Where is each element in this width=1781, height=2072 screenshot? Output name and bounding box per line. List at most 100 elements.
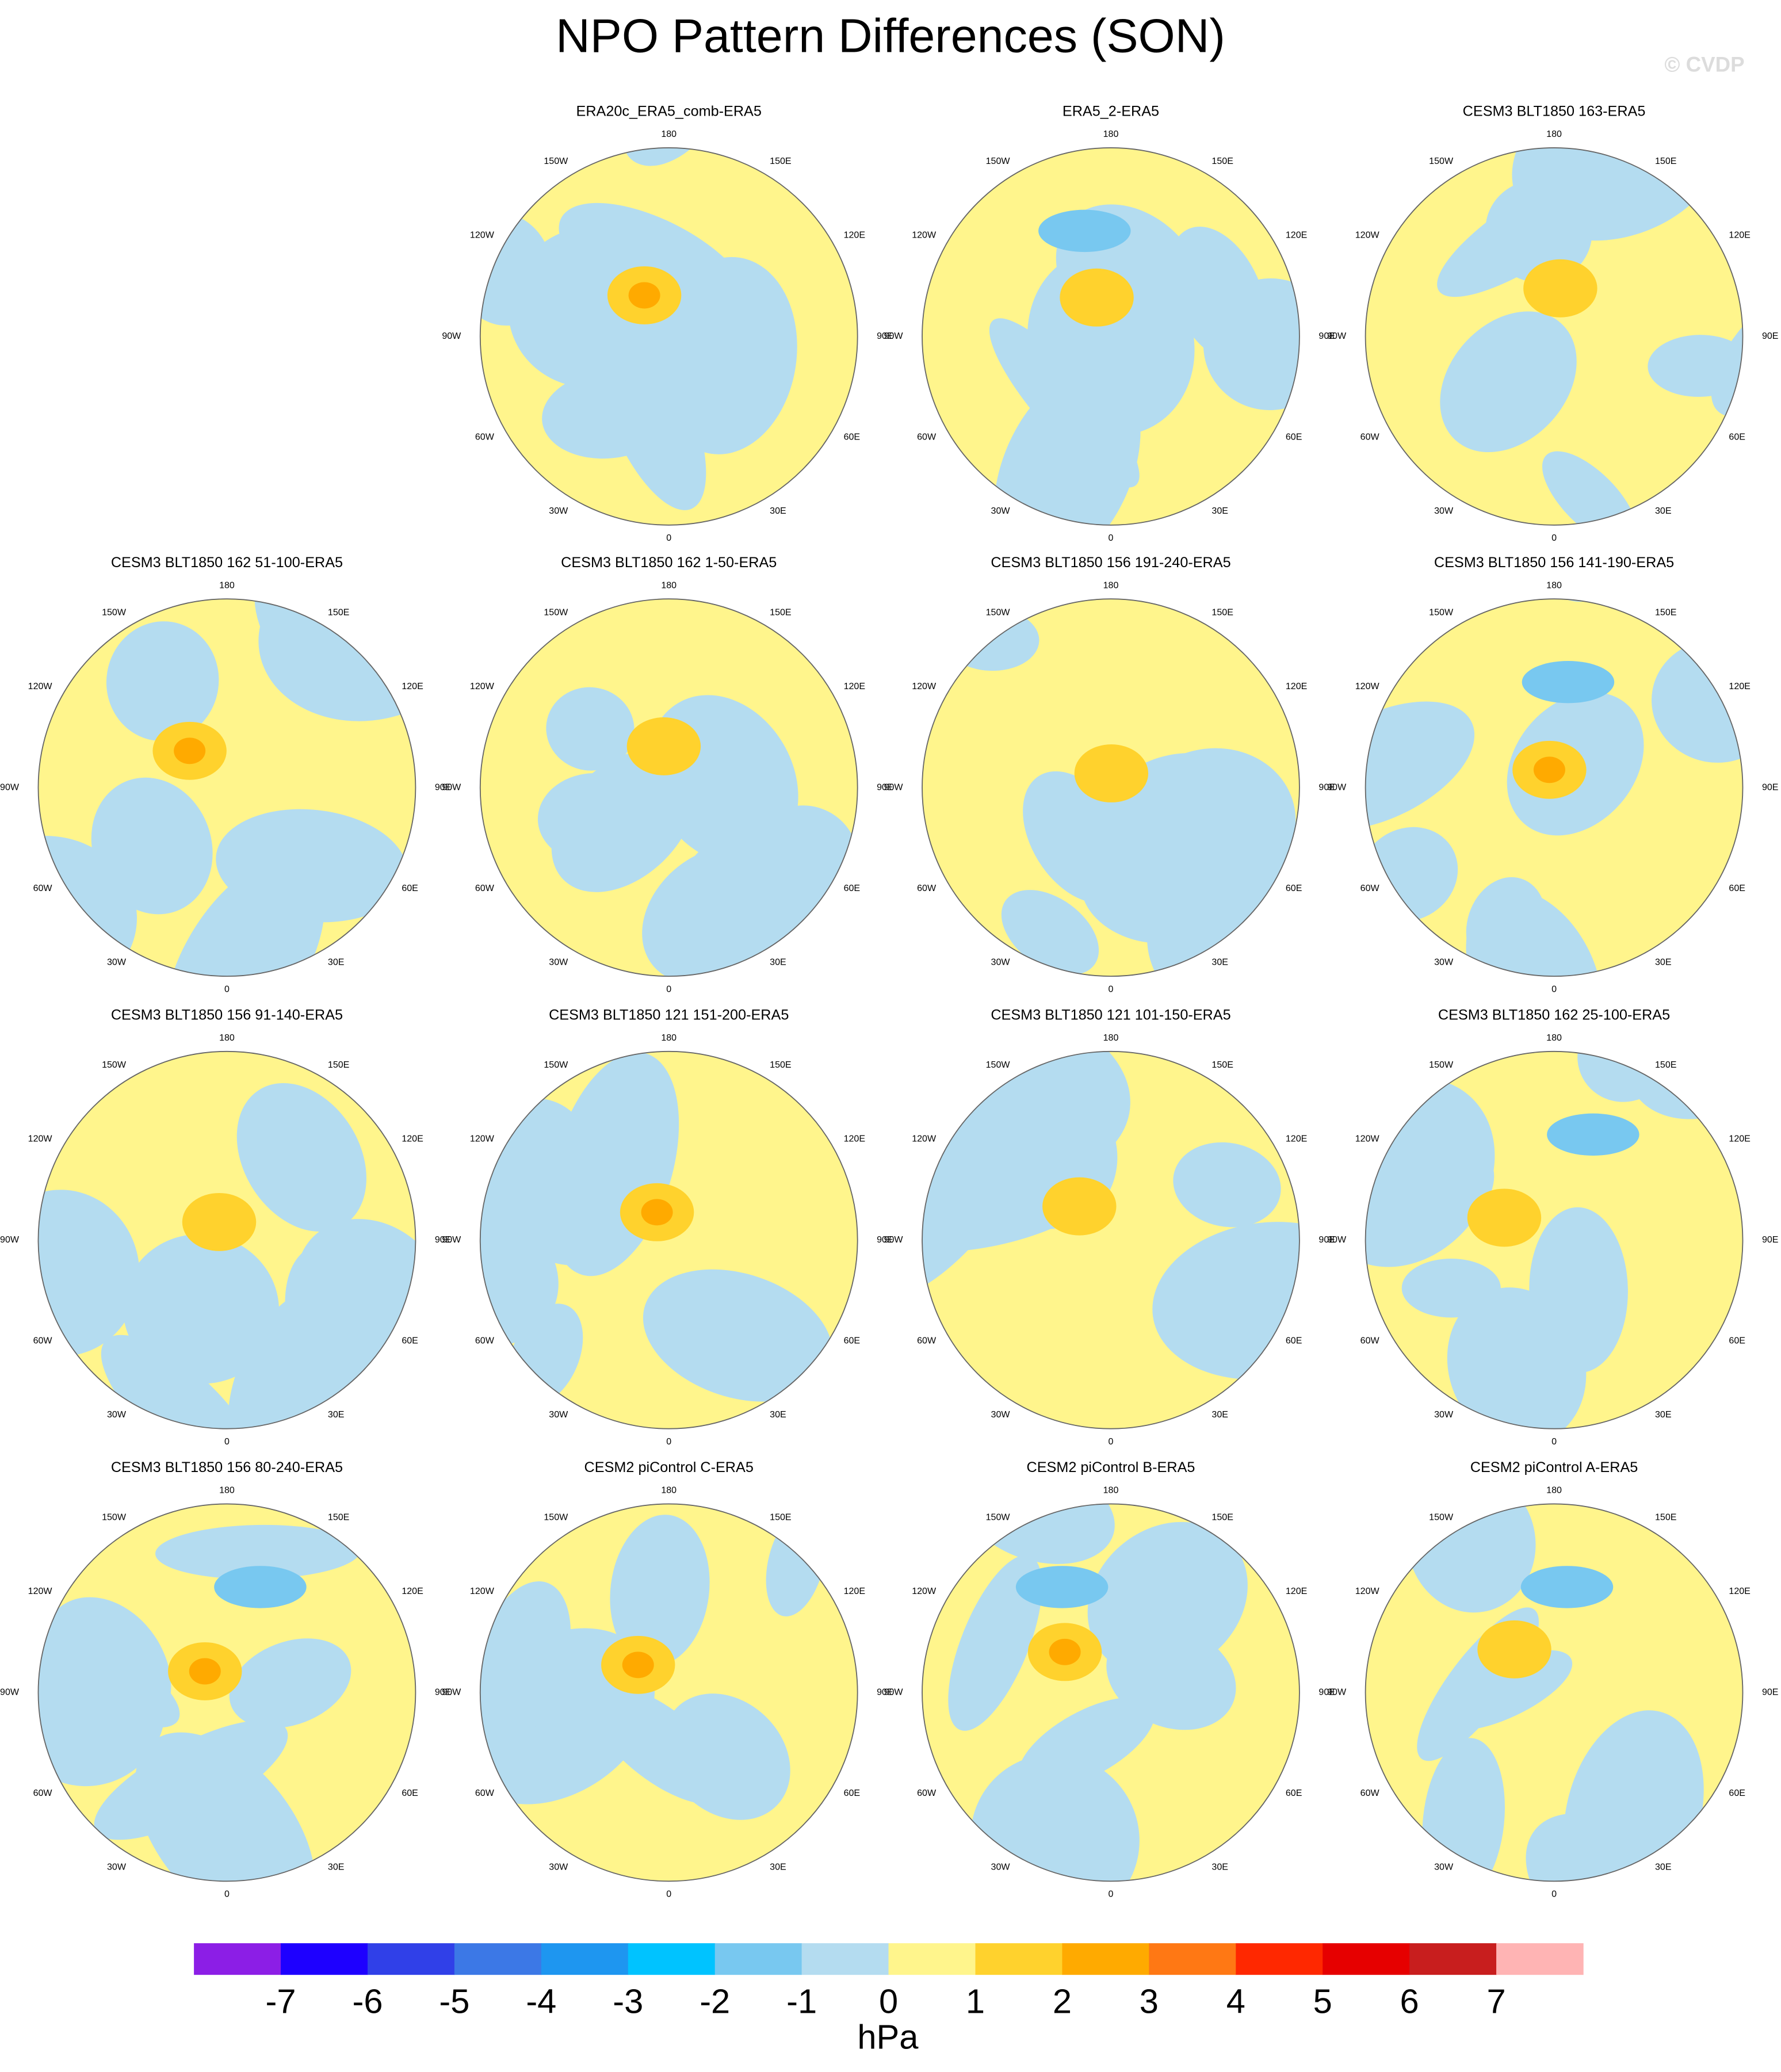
- map-field: [38, 1504, 416, 1882]
- longitude-label: 150W: [544, 607, 568, 618]
- longitude-label: 30W: [1434, 1409, 1454, 1420]
- negative-region: [155, 1524, 361, 1580]
- negative-region: [236, 1083, 366, 1232]
- longitude-label: 120E: [1286, 230, 1308, 240]
- longitude-label: 180: [1103, 580, 1119, 591]
- map-outline: [1365, 147, 1744, 526]
- positive-core: [174, 737, 206, 764]
- negative-region: [480, 1581, 571, 1745]
- longitude-label: 60W: [475, 883, 495, 893]
- longitude-label: 30E: [1211, 1861, 1228, 1872]
- colorbar-tick-label: -5: [439, 1982, 469, 2020]
- longitude-label: 60E: [1729, 1788, 1745, 1798]
- longitude-label: 150W: [986, 1060, 1011, 1070]
- longitude-label: 30E: [1211, 957, 1228, 967]
- longitude-label: 120E: [1729, 230, 1751, 240]
- colorbar-box: [628, 1943, 716, 1975]
- longitude-label: 0: [1109, 1889, 1114, 1899]
- longitude-label: 30W: [107, 957, 127, 967]
- colorbar-tick-label: 6: [1400, 1982, 1419, 2020]
- longitude-label: 150E: [1211, 1060, 1233, 1070]
- colorbar-label: hPa: [857, 2017, 919, 2056]
- longitude-label: 60E: [402, 883, 418, 893]
- longitude-label: 180: [661, 1033, 677, 1043]
- longitude-label: 30W: [1434, 957, 1454, 967]
- colorbar-tick-label: -7: [266, 1982, 296, 2020]
- negative-region: [542, 370, 676, 459]
- negative-region: [1365, 701, 1475, 831]
- negative-core: [214, 1566, 307, 1608]
- longitude-label: 120W: [470, 1586, 495, 1596]
- longitude-label: 30E: [328, 1409, 345, 1420]
- longitude-label: 60E: [844, 1335, 861, 1345]
- longitude-label: 180: [219, 580, 235, 591]
- negative-region: [38, 1190, 140, 1356]
- longitude-label: 180: [1103, 1033, 1119, 1043]
- colorbar-box: [714, 1943, 802, 1975]
- panel-title: CESM3 BLT1850 156 80-240-ERA5: [111, 1459, 343, 1475]
- negative-region: [1440, 311, 1577, 453]
- panel-title: CESM3 BLT1850 162 1-50-ERA5: [561, 555, 777, 571]
- longitude-label: 180: [219, 1485, 235, 1496]
- negative-region: [216, 809, 408, 923]
- longitude-label: 150W: [102, 1060, 127, 1070]
- panel-title: ERA5_2-ERA5: [1063, 104, 1159, 120]
- longitude-label: 30E: [770, 506, 786, 516]
- panel-title: CESM3 BLT1850 121 101-150-ERA5: [991, 1007, 1230, 1023]
- longitude-label: 0: [1551, 984, 1557, 994]
- longitude-label: 30W: [991, 1409, 1011, 1420]
- longitude-label: 180: [661, 580, 677, 591]
- map-outline: [922, 598, 1300, 977]
- colorbar-tick-label: 2: [1053, 1982, 1072, 2020]
- longitude-label: 0: [1109, 1436, 1114, 1447]
- longitude-label: 150E: [770, 1060, 792, 1070]
- longitude-label: 30E: [1211, 506, 1228, 516]
- longitude-label: 150W: [102, 607, 127, 618]
- longitude-label: 120W: [28, 1134, 53, 1144]
- longitude-label: 120W: [28, 1586, 53, 1596]
- longitude-label: 120E: [1729, 1586, 1751, 1596]
- negative-region: [610, 1515, 710, 1666]
- map-field: [480, 1504, 858, 1882]
- longitude-label: 120W: [1355, 1134, 1380, 1144]
- positive-core: [1467, 1188, 1542, 1247]
- map-outline: [37, 1050, 416, 1429]
- longitude-label: 150E: [770, 607, 792, 618]
- longitude-label: 90W: [0, 782, 20, 792]
- longitude-label: 90W: [884, 1234, 904, 1245]
- longitude-label: 30E: [770, 1409, 786, 1420]
- longitude-label: 60W: [917, 1788, 937, 1798]
- negative-region: [970, 1754, 1140, 1882]
- map-outline: [1365, 598, 1744, 977]
- colorbar-tick-label: 5: [1313, 1982, 1332, 2020]
- longitude-label: 30E: [770, 1861, 786, 1872]
- longitude-label: 60E: [844, 432, 861, 442]
- longitude-label: 30W: [1434, 506, 1454, 516]
- negative-region: [101, 1335, 259, 1429]
- negative-region: [1087, 1521, 1248, 1676]
- longitude-label: 90E: [1762, 331, 1779, 341]
- longitude-label: 60W: [33, 1335, 53, 1345]
- longitude-label: 150E: [1211, 156, 1233, 166]
- colorbar-box: [1496, 1943, 1584, 1975]
- longitude-label: 150E: [1655, 1060, 1677, 1070]
- negative-region: [1152, 1222, 1300, 1380]
- longitude-label: 150W: [544, 1512, 568, 1523]
- positive-core: [1042, 1177, 1117, 1236]
- negative-region: [546, 687, 635, 771]
- longitude-label: 150E: [1655, 156, 1677, 166]
- longitude-label: 180: [1546, 580, 1562, 591]
- longitude-label: 150E: [328, 1512, 350, 1523]
- colorbar-box: [975, 1943, 1063, 1975]
- longitude-label: 120W: [28, 681, 53, 691]
- longitude-label: 30W: [549, 506, 568, 516]
- longitude-label: 90W: [1327, 1687, 1347, 1698]
- longitude-label: 0: [1109, 984, 1114, 994]
- colorbar-tick-label: 7: [1486, 1982, 1505, 2020]
- negative-region: [590, 1685, 731, 1805]
- negative-region: [922, 1051, 1130, 1178]
- longitude-label: 90E: [1762, 1234, 1779, 1245]
- colorbar-box: [1062, 1943, 1150, 1975]
- longitude-label: 60E: [844, 1788, 861, 1798]
- longitude-label: 150W: [544, 1060, 568, 1070]
